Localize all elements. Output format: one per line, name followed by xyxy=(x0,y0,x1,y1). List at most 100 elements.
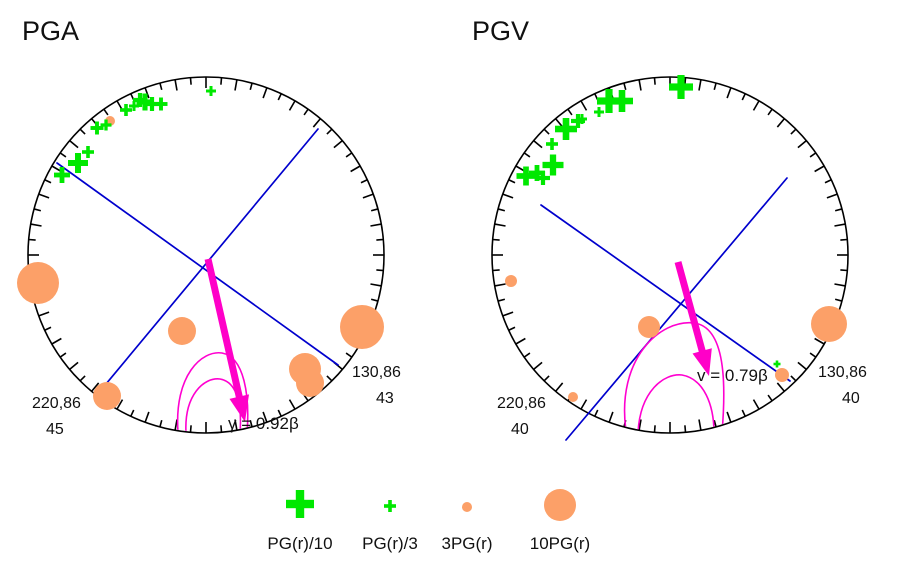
tick xyxy=(726,87,732,99)
tick xyxy=(345,152,353,158)
tick xyxy=(144,87,150,99)
tick xyxy=(809,352,817,358)
tick xyxy=(741,93,746,101)
green-cross-marker xyxy=(129,101,139,111)
tick xyxy=(834,223,846,227)
tick xyxy=(362,193,374,199)
tick xyxy=(814,165,825,173)
arrow-shaft xyxy=(204,258,244,402)
tick xyxy=(174,79,178,91)
cross-v-bar xyxy=(124,104,128,116)
tick xyxy=(303,108,309,116)
tick xyxy=(824,179,832,184)
tick xyxy=(502,193,514,199)
tick xyxy=(840,238,848,241)
tick xyxy=(492,238,500,241)
tick xyxy=(303,394,309,402)
cross-v-bar xyxy=(59,167,65,183)
green-cross-marker xyxy=(597,89,621,113)
green-cross-marker xyxy=(154,97,168,111)
cross-v-bar xyxy=(534,165,540,181)
legend-item-label: 10PG(r) xyxy=(530,534,590,553)
tick xyxy=(826,193,838,199)
panel-pga: PGA 130,86 43 220,86 45 γ = 0.92β xyxy=(17,16,401,438)
tick xyxy=(116,399,124,410)
cross-v-bar xyxy=(605,89,613,113)
tick xyxy=(103,108,109,116)
panel-title-pga: PGA xyxy=(22,16,79,46)
tick xyxy=(533,361,543,371)
legend-item-label: PG(r)/10 xyxy=(267,534,332,553)
tick xyxy=(834,208,843,212)
tick xyxy=(840,269,848,272)
green-cross-marker xyxy=(54,167,70,183)
tick xyxy=(376,269,384,272)
green-cross-marker xyxy=(529,165,545,181)
cross-v-bar xyxy=(209,86,213,96)
tick xyxy=(44,326,52,331)
tick xyxy=(567,108,573,116)
rupture-velocity-label-pga: γ = 0.92β xyxy=(228,414,299,433)
tick xyxy=(69,361,79,371)
tick xyxy=(234,419,238,431)
rupture-arrow-pgv xyxy=(674,261,712,376)
tick xyxy=(494,223,506,227)
nodal-plane-1 xyxy=(56,162,339,366)
panel-title-pgv: PGV xyxy=(472,16,529,46)
tick xyxy=(370,223,382,227)
orange-marker xyxy=(775,368,789,382)
tick xyxy=(594,409,599,417)
orange-marker xyxy=(811,306,847,342)
tick xyxy=(814,337,825,345)
green-cross-marker xyxy=(669,75,693,99)
cross-v-bar xyxy=(580,114,584,124)
tick xyxy=(69,139,79,149)
orange-marker xyxy=(638,316,660,338)
green-cross-marker xyxy=(120,104,132,116)
tick xyxy=(220,77,223,85)
green-cross-marker xyxy=(82,146,94,158)
tick xyxy=(494,283,506,287)
nodal-plane-1 xyxy=(540,204,791,382)
green-cross-marker xyxy=(145,97,159,111)
cross-v-bar xyxy=(618,90,626,112)
nodal-plane-left-label-line1-pga: 220,86 xyxy=(32,395,81,412)
cross-v-bar xyxy=(75,153,81,173)
green-cross-marker xyxy=(594,107,604,117)
tick xyxy=(44,179,52,184)
arrow-shaft xyxy=(674,261,707,356)
tick xyxy=(312,118,322,128)
tick xyxy=(497,298,506,302)
legend-item: PG(r)/3 xyxy=(362,500,418,553)
nodal-plane-right-label-line1-pga: 130,86 xyxy=(352,364,401,381)
rupture-velocity-label-pgv: v = 0.79β xyxy=(697,366,768,385)
cross-v-bar xyxy=(550,138,554,150)
legend-orange-dot-large-icon xyxy=(544,489,576,521)
green-cross-marker xyxy=(546,138,558,150)
cross-v-bar xyxy=(149,97,155,111)
cross-v-bar xyxy=(575,114,581,128)
orange-marker xyxy=(17,262,59,304)
cross-v-bar xyxy=(523,166,529,186)
cross-v-bar xyxy=(775,360,779,368)
tick xyxy=(502,311,514,317)
tick xyxy=(713,82,717,91)
azimuth-ticks xyxy=(28,77,384,433)
tick xyxy=(608,411,614,423)
cross-v-bar xyxy=(549,154,557,176)
tick xyxy=(189,425,192,433)
nodal-plane-2 xyxy=(565,177,788,441)
tick xyxy=(345,352,353,358)
tick xyxy=(543,375,550,382)
tick xyxy=(797,139,807,149)
tick xyxy=(797,361,807,371)
nodal-plane-right-label-line1-pgv: 130,86 xyxy=(818,364,867,381)
tick xyxy=(333,139,343,149)
tick xyxy=(752,399,760,410)
tick xyxy=(144,411,150,423)
tick xyxy=(515,337,526,345)
tick xyxy=(809,152,817,158)
orange-marker xyxy=(168,317,196,345)
arrow-head xyxy=(229,394,249,422)
